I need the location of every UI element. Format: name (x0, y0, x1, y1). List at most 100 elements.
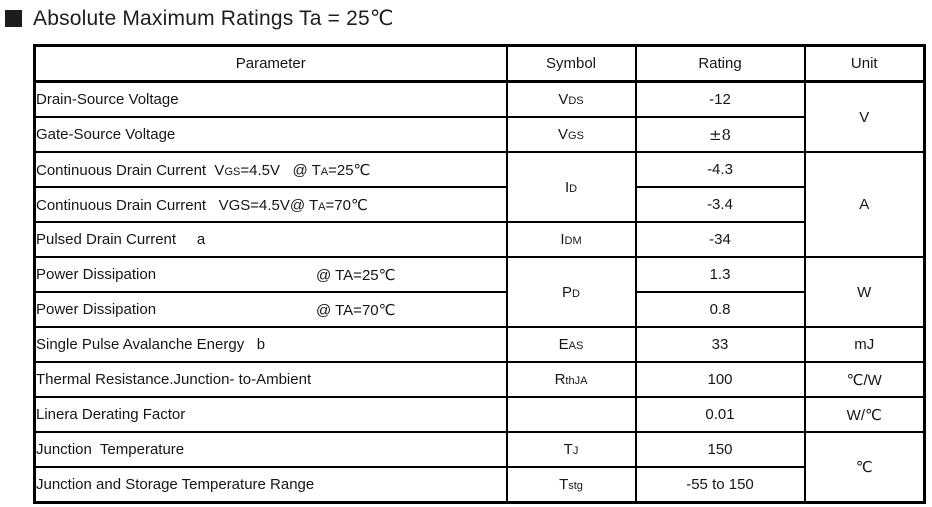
symbol-base: I (560, 231, 565, 248)
table-row: Linera Derating Factor 0.01 W/℃ (33, 396, 926, 433)
parameter-condition: @ TA=25℃ (316, 266, 396, 284)
parameter-cell: Junction and Storage Temperature Range (33, 466, 508, 504)
rating-cell: ±8 (634, 116, 806, 153)
parameter-text: Continuous Drain Current V (36, 161, 225, 179)
unit-cell: ℃/W (803, 361, 926, 398)
parameter-subscript: GS (224, 165, 241, 178)
unit-cell: W/℃ (803, 396, 926, 433)
table-row: Continuous Drain Current VGS=4.5V @ TA=2… (33, 151, 926, 258)
parameter-cell: Continuous Drain Current VGS=4.5V@ TA=70… (33, 186, 508, 223)
rating-cell: -55 to 150 (634, 466, 806, 504)
col-header-unit: Unit (803, 44, 926, 83)
symbol-base: T (563, 441, 573, 458)
rating-cell: 150 (634, 431, 806, 468)
parameter-text: Power Dissipation (36, 266, 157, 283)
parameter-cell: Gate-Source Voltage (33, 116, 508, 153)
parameter-text: Linera Derating Factor (36, 406, 186, 423)
symbol-base: T (559, 476, 569, 493)
parameter-cell: Thermal Resistance.Junction- to-Ambient (33, 361, 508, 398)
rating-cell: 0.8 (634, 291, 806, 328)
symbol-cell: EAS (505, 326, 637, 363)
rating-cell: -4.3 (634, 151, 806, 188)
rating-cell: -3.4 (634, 186, 806, 223)
table-row: Gate-Source Voltage VGS ±8 (33, 116, 925, 153)
square-bullet-icon (5, 10, 22, 27)
parameter-text: Power Dissipation (36, 301, 157, 318)
symbol-base: V (558, 91, 569, 108)
symbol-subscript: D (569, 182, 578, 195)
symbol-cell: IDM (505, 221, 637, 258)
symbol-base: R (554, 371, 566, 388)
symbol-cell: Tstg (505, 466, 637, 504)
symbol-subscript: J (572, 445, 579, 457)
parameter-cell: Pulsed Drain Current a (33, 221, 508, 258)
col-header-rating: Rating (634, 44, 806, 83)
parameter-text: Pulsed Drain Current a (36, 231, 206, 248)
parameter-text: =25℃ (328, 161, 371, 179)
rating-cell: -12 (634, 80, 806, 118)
symbol-subscript: thJA (565, 375, 588, 387)
parameter-text: Thermal Resistance.Junction- to-Ambient (36, 371, 312, 388)
parameter-text: Drain-Source Voltage (36, 91, 179, 108)
symbol-subscript: stg (568, 480, 583, 492)
parameter-cell: Power Dissipation @ TA=70℃ (33, 291, 508, 328)
symbol-base: I (564, 178, 570, 196)
col-header-symbol: Symbol (505, 44, 637, 83)
col-header-parameter: Parameter (33, 44, 508, 83)
unit-cell: A (803, 151, 926, 258)
table-row: Thermal Resistance.Junction- to-Ambient … (33, 361, 926, 398)
table-row: Pulsed Drain Current a IDM -34 (33, 221, 925, 258)
table-header-row: Parameter Symbol Rating Unit (33, 44, 926, 83)
table-row: Junction Temperature TJ 150 ℃ (33, 431, 926, 504)
parameter-text: Continuous Drain Current VGS=4.5V@ T (36, 196, 319, 214)
symbol-subscript: GS (568, 130, 584, 142)
symbol-subscript: DM (564, 235, 582, 247)
parameter-cell: Power Dissipation @ TA=25℃ (33, 256, 508, 293)
rating-cell: 100 (634, 361, 806, 398)
symbol-cell: RthJA (505, 361, 637, 398)
rating-cell: -34 (634, 221, 806, 258)
unit-cell: V (803, 80, 926, 153)
table-row: Power Dissipation @ TA=70℃ 0.8 (33, 291, 925, 328)
parameter-cell: Linera Derating Factor (33, 396, 508, 433)
symbol-cell: ID (505, 151, 637, 223)
parameter-subscript: A (318, 200, 326, 213)
table-row: Junction and Storage Temperature Range T… (33, 466, 925, 504)
absolute-maximum-ratings-table: Parameter Symbol Rating Unit Drain-Sourc… (33, 44, 926, 504)
parameter-condition: @ TA=70℃ (316, 301, 396, 319)
parameter-text: =4.5V @ T (240, 161, 321, 179)
symbol-subscript: AS (568, 340, 584, 352)
parameter-subscript: A (320, 165, 329, 178)
unit-cell: W (803, 256, 926, 328)
table-row: Single Pulse Avalanche Energy b EAS 33 m… (33, 326, 926, 363)
unit-cell: ℃ (803, 431, 926, 504)
symbol-subscript: DS (568, 95, 584, 107)
symbol-base: V (558, 126, 569, 143)
parameter-text: =70℃ (325, 196, 368, 214)
section-title: Absolute Maximum Ratings Ta = 25℃ (5, 6, 394, 31)
parameter-cell: Drain-Source Voltage (33, 80, 508, 118)
section-title-text: Absolute Maximum Ratings Ta = 25℃ (33, 7, 394, 30)
unit-cell: mJ (803, 326, 926, 363)
table-row: Power Dissipation @ TA=25℃ PD 1.3 W (33, 256, 926, 328)
parameter-text: Gate-Source Voltage (36, 126, 176, 143)
symbol-base: P (562, 283, 573, 301)
rating-cell: 0.01 (634, 396, 806, 433)
parameter-text: Single Pulse Avalanche Energy b (36, 336, 266, 353)
symbol-subscript: D (572, 287, 580, 300)
parameter-cell: Continuous Drain Current VGS=4.5V @ TA=2… (33, 151, 508, 188)
symbol-cell: VDS (505, 80, 637, 118)
symbol-cell-empty (505, 396, 637, 433)
parameter-text: Junction and Storage Temperature Range (36, 476, 315, 493)
table-row: Continuous Drain Current VGS=4.5V@ TA=70… (33, 186, 925, 223)
symbol-base: E (558, 336, 569, 353)
table-row: Drain-Source Voltage VDS -12 V (33, 80, 926, 153)
rating-cell: 33 (634, 326, 806, 363)
symbol-cell: TJ (505, 431, 637, 468)
symbol-cell: VGS (505, 116, 637, 153)
parameter-cell: Single Pulse Avalanche Energy b (33, 326, 508, 363)
parameter-text: Junction Temperature (36, 441, 185, 458)
rating-cell: 1.3 (634, 256, 806, 293)
symbol-cell: PD (505, 256, 637, 328)
